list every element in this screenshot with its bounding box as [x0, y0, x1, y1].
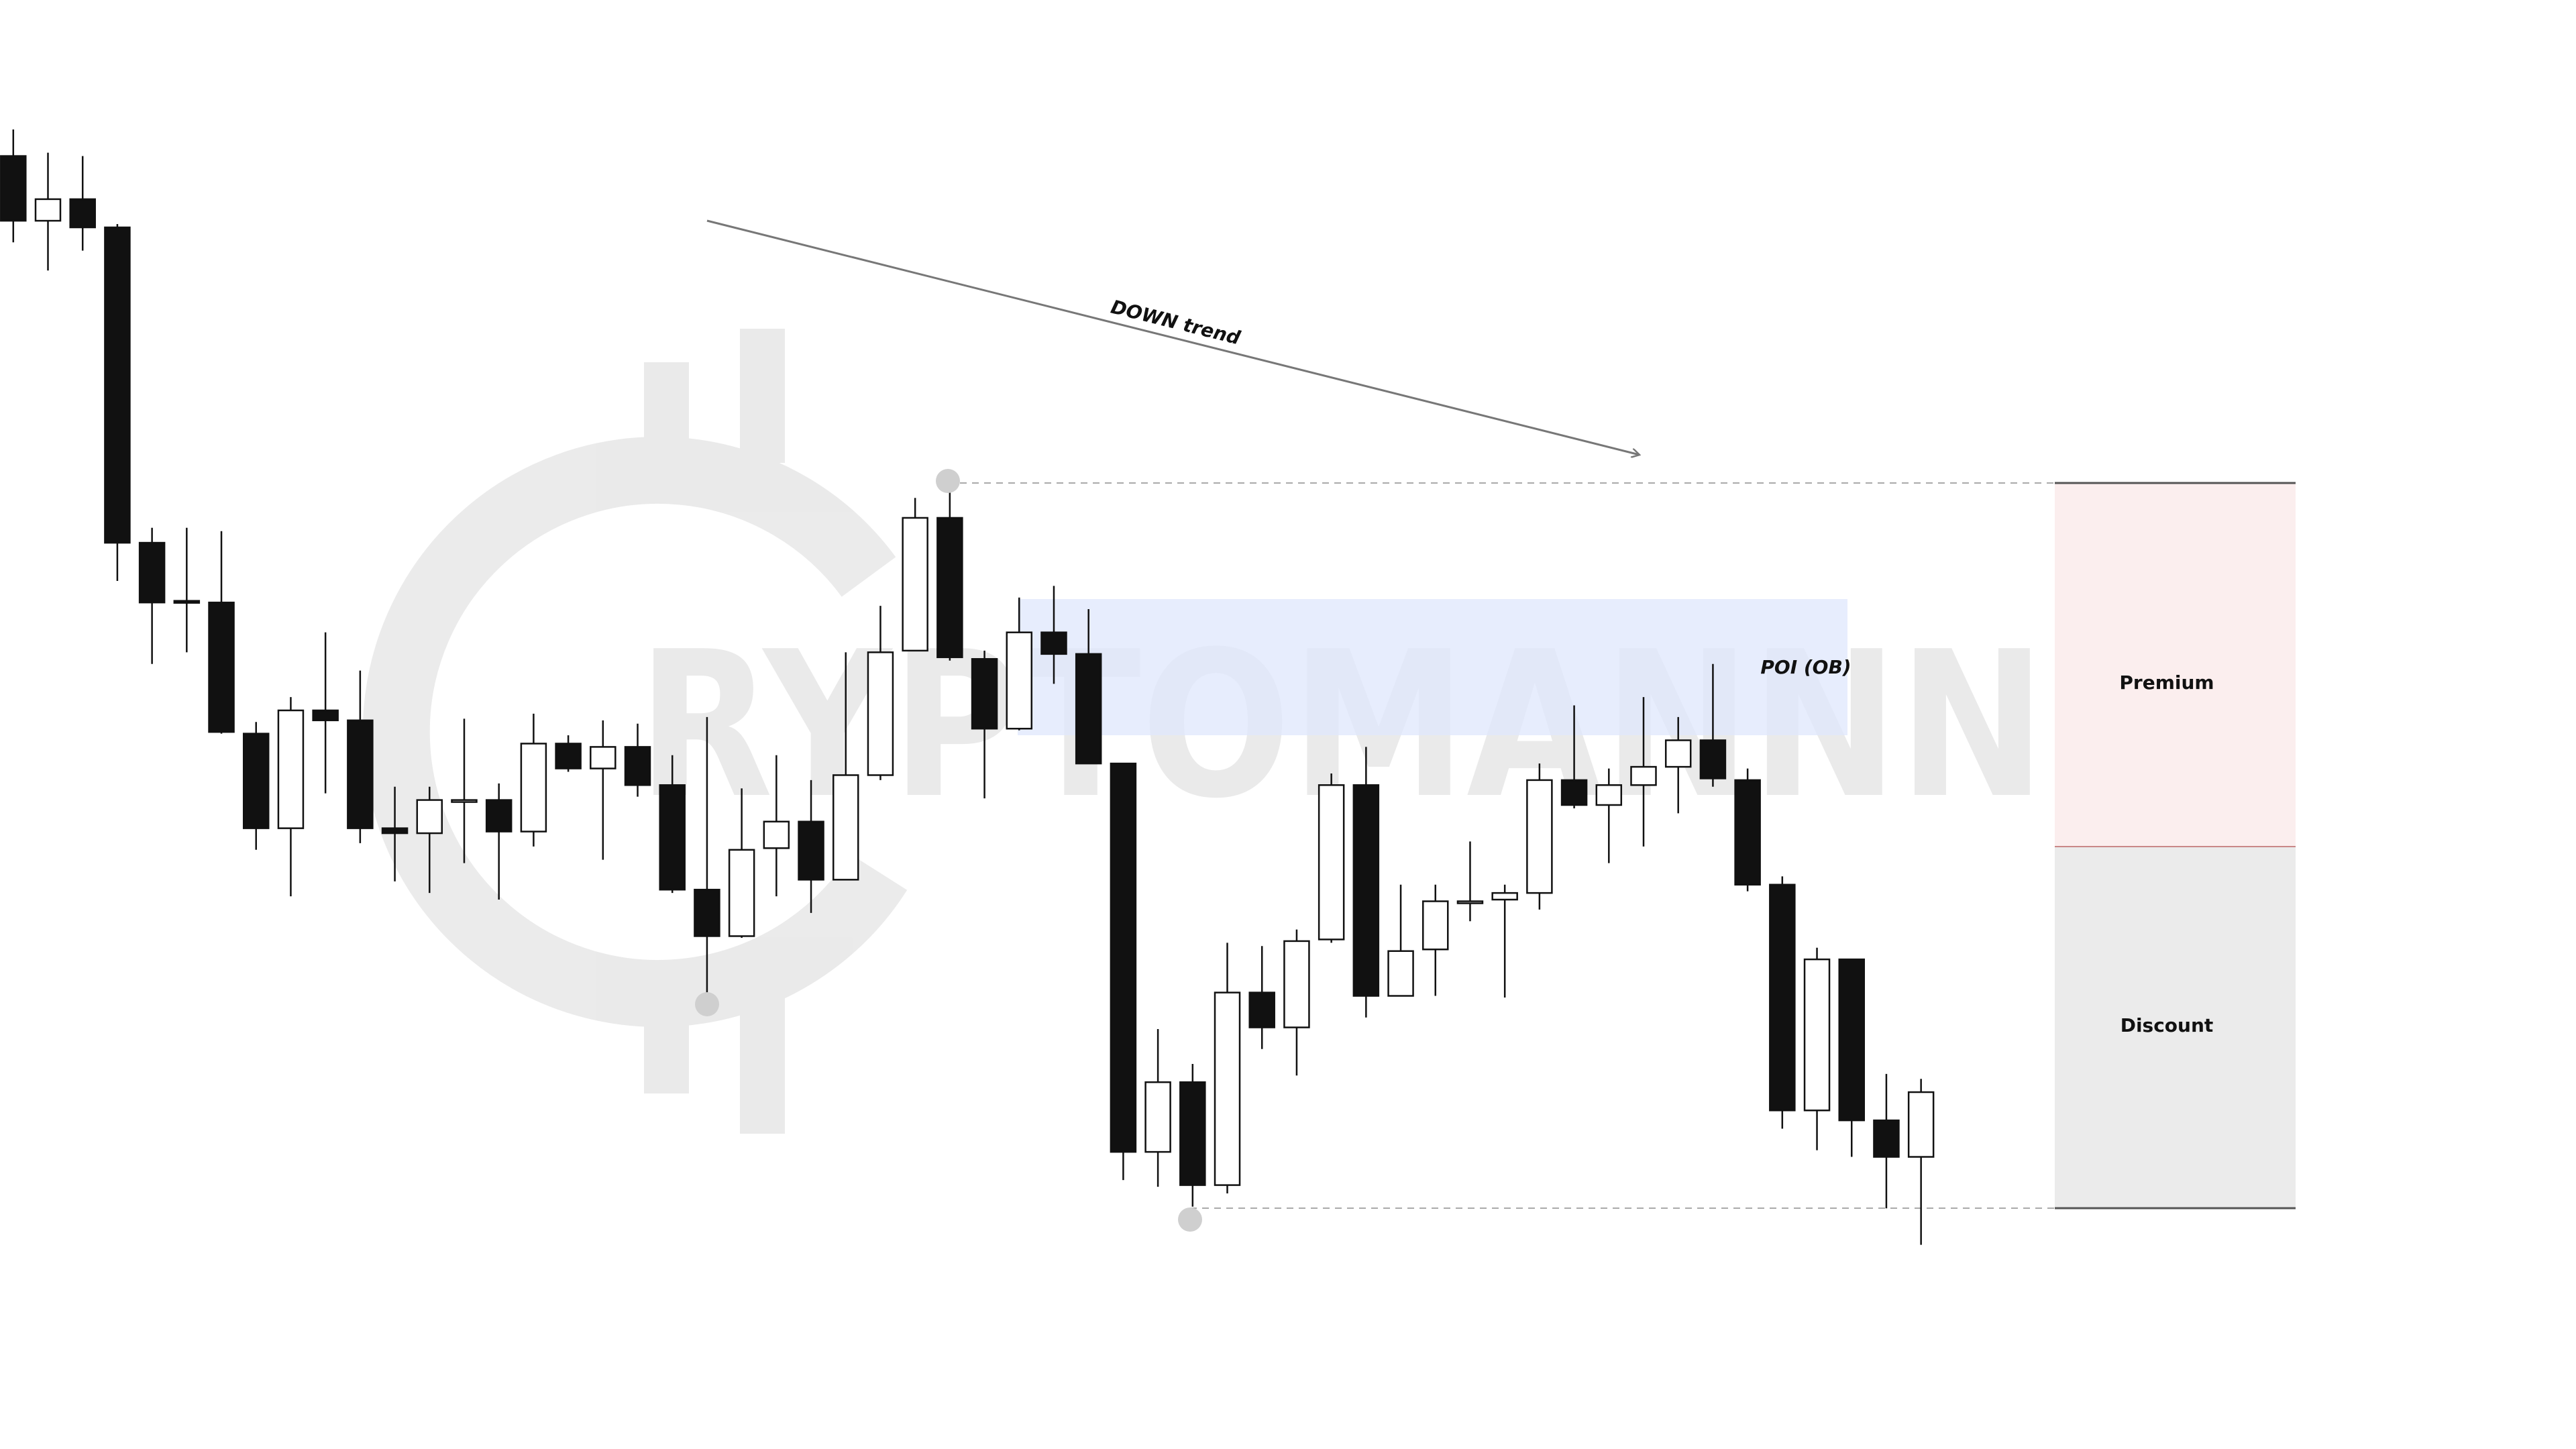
candle-body — [1179, 1081, 1206, 1186]
candle-body — [1491, 892, 1518, 901]
candle-body — [936, 517, 963, 659]
logo-bar — [740, 329, 785, 463]
candle-body — [451, 799, 478, 803]
candle-body — [104, 226, 131, 544]
candle-body — [1699, 739, 1727, 780]
candle-body — [1387, 950, 1414, 997]
candle-body — [1075, 653, 1102, 765]
candle-body — [1526, 779, 1553, 894]
candle-body — [381, 827, 409, 835]
candle-body — [1006, 631, 1033, 730]
candle-body — [416, 799, 443, 835]
candle-body — [763, 820, 790, 849]
candle-body — [485, 799, 513, 833]
logo-bar — [740, 993, 785, 1134]
candle-body — [1630, 765, 1657, 786]
premium-label: Premium — [2119, 672, 2214, 694]
poi-label: POI (OB) — [1760, 656, 1851, 678]
candle-body — [1838, 958, 1865, 1122]
logo-bar — [644, 362, 689, 463]
premium-zone — [2055, 483, 2296, 847]
swing-point — [936, 469, 960, 493]
logo-bar — [644, 993, 689, 1093]
candle-body — [1040, 631, 1067, 655]
candle-body — [1318, 784, 1345, 941]
candle-body — [867, 651, 894, 776]
candle-body — [1734, 779, 1761, 886]
trend-label: DOWN trend — [1109, 296, 1243, 350]
candle-body — [1144, 1081, 1171, 1153]
candle-body — [833, 774, 859, 881]
candle-body — [971, 658, 998, 730]
candle-body — [1352, 784, 1380, 997]
discount-zone — [2055, 847, 2296, 1208]
candle-body — [208, 601, 235, 733]
candle-body — [1595, 784, 1623, 806]
candle-body — [173, 600, 201, 604]
candle-body — [1873, 1119, 1900, 1158]
candle-body — [694, 888, 720, 937]
candle-body — [728, 849, 755, 937]
candle-body — [798, 820, 824, 881]
candle-body — [1214, 991, 1241, 1186]
candle-body — [1422, 900, 1449, 951]
candles — [0, 129, 1935, 1245]
candle-body — [520, 743, 547, 833]
poi-zone — [1018, 599, 1847, 735]
candle-body — [0, 155, 27, 222]
candle-body — [1803, 958, 1831, 1112]
candle-body — [1110, 762, 1137, 1153]
candle-body — [902, 517, 928, 652]
swing-point — [695, 992, 719, 1016]
candle-body — [242, 733, 270, 829]
candle-body — [1769, 883, 1796, 1112]
candle-body — [590, 746, 616, 769]
candle-body — [1664, 739, 1692, 768]
swing-point — [1178, 1208, 1202, 1232]
candle-body — [1283, 940, 1310, 1028]
candle-body — [555, 743, 582, 769]
candle-body — [659, 784, 686, 891]
candle-body — [138, 541, 166, 604]
candle-body — [1560, 779, 1588, 806]
candle-body — [347, 719, 374, 829]
candle-body — [1907, 1091, 1935, 1158]
candle-body — [624, 746, 651, 786]
candle-body — [1456, 900, 1484, 904]
discount-label: Discount — [2121, 1014, 2214, 1036]
candle-body — [1248, 991, 1275, 1028]
candle-body — [312, 709, 339, 722]
candle-body — [69, 198, 96, 229]
candle-body — [277, 709, 305, 829]
candle-body — [34, 198, 62, 222]
trend-arrow — [706, 219, 1640, 455]
